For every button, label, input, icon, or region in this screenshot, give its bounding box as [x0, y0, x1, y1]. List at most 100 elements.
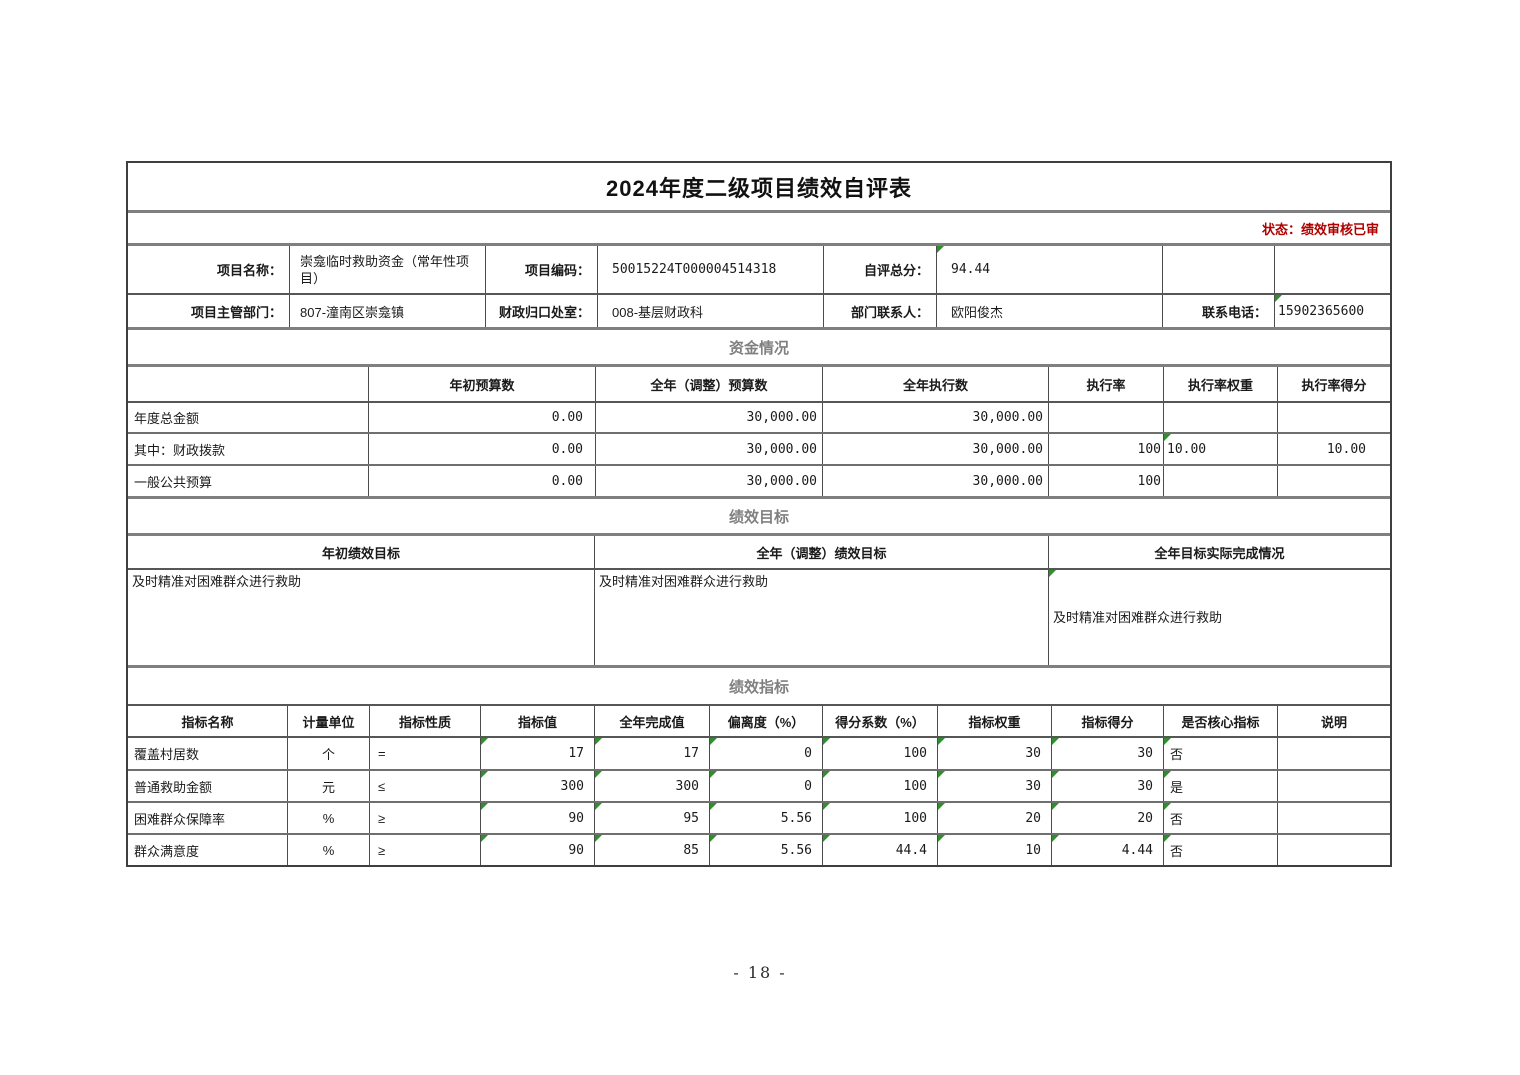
funding-cell: 10.00 — [1277, 434, 1390, 464]
funding-cell — [1163, 403, 1277, 432]
funding-cell: 10.00 — [1163, 434, 1277, 464]
indicator-cell: 元 — [287, 771, 369, 801]
indicator-data-row: 群众满意度% ≥90 85 5.56 44.4 10 4.44 否 — [128, 835, 1390, 865]
funding-header-cell: 年初预算数 — [368, 367, 595, 401]
indicator-header-cell: 全年完成值 — [594, 706, 709, 736]
indicator-cell: 90 — [480, 835, 594, 865]
funding-data-row: 年度总金额 0.00 30,000.00 30,000.00 — [128, 403, 1390, 434]
indicator-cell: 85 — [594, 835, 709, 865]
funding-cell: 30,000.00 — [822, 466, 1048, 496]
goal-adjusted: 及时精准对困难群众进行救助 — [594, 570, 1048, 665]
indicator-header-cell: 指标性质 — [369, 706, 480, 736]
evaluation-sheet: 2024年度二级项目绩效自评表 状态：绩效审核已审 项目名称： 崇龛临时救助资金… — [126, 161, 1392, 867]
project-code-label: 项目编码： — [485, 246, 597, 293]
funding-row-label: 一般公共预算 — [134, 474, 213, 490]
indicator-cell: = — [369, 738, 480, 769]
funding-data-row: 一般公共预算 0.00 30,000.00 30,000.00 100 — [128, 466, 1390, 499]
indicator-cell: 100 — [822, 771, 937, 801]
indicator-cell: % — [287, 803, 369, 833]
indicator-cell: 44.4 — [822, 835, 937, 865]
indicator-cell: 17 — [480, 738, 594, 769]
indicator-cell: 困难群众保障率 — [134, 811, 226, 827]
status-badge: 状态：绩效审核已审 — [128, 213, 1390, 246]
funding-cell: 0.00 — [368, 466, 595, 496]
contact-value: 欧阳俊杰 — [936, 295, 1162, 327]
indicator-cell: % — [287, 835, 369, 865]
indicator-cell: 群众满意度 — [134, 843, 200, 859]
goal-actual: 及时精准对困难群众进行救助 — [1048, 570, 1390, 665]
funding-cell: 100 — [1048, 466, 1163, 496]
dept-label: 项目主管部门： — [190, 304, 282, 320]
funding-header-cell: 执行率得分 — [1277, 367, 1390, 401]
indicator-cell: 否 — [1163, 835, 1277, 865]
project-name-label: 项目名称： — [216, 263, 282, 278]
funding-section-title: 资金情况 — [128, 330, 1390, 367]
indicator-header-cell: 计量单位 — [287, 706, 369, 736]
dept-value: 807-潼南区崇龛镇 — [289, 295, 485, 327]
indicator-data-row: 覆盖村居数个 = 17 17 0 100 30 30 否 — [128, 738, 1390, 771]
funding-row-label: 年度总金额 — [134, 411, 200, 426]
indicator-cell: 否 — [1163, 738, 1277, 769]
indicators-section-title: 绩效指标 — [128, 668, 1390, 706]
indicator-cell — [1277, 803, 1390, 833]
indicator-cell: 10 — [937, 835, 1051, 865]
funding-row-label: 其中：财政拨款 — [134, 442, 226, 458]
project-name-value: 崇龛临时救助资金（常年性项目） — [289, 246, 485, 293]
indicator-cell: 20 — [937, 803, 1051, 833]
indicator-cell: 100 — [822, 738, 937, 769]
funding-cell — [1048, 403, 1163, 432]
indicator-cell: 30 — [937, 771, 1051, 801]
indicator-cell: 否 — [1163, 803, 1277, 833]
info-row-1: 项目名称： 崇龛临时救助资金（常年性项目） 项目编码： 50015224T000… — [128, 246, 1390, 295]
indicator-header-cell: 指标名称 — [181, 714, 234, 730]
indicator-cell: ≤ — [369, 771, 480, 801]
indicator-cell: ≥ — [369, 835, 480, 865]
funding-cell: 0.00 — [368, 403, 595, 432]
indicator-cell: 4.44 — [1051, 835, 1163, 865]
funding-header-row: 年初预算数 全年（调整）预算数 全年执行数 执行率 执行率权重 执行率得分 — [128, 367, 1390, 403]
page-number: - 18 - — [733, 963, 787, 982]
indicator-cell: 5.56 — [709, 835, 822, 865]
finance-office-label: 财政归口处室： — [485, 295, 597, 327]
project-code-value: 50015224T000004514318 — [597, 246, 823, 293]
indicator-cell: 是 — [1163, 771, 1277, 801]
funding-header-cell: 全年（调整）预算数 — [595, 367, 822, 401]
funding-cell: 30,000.00 — [595, 434, 822, 464]
indicator-cell — [1277, 738, 1390, 769]
indicator-cell — [1277, 771, 1390, 801]
indicator-cell: 17 — [594, 738, 709, 769]
phone-label: 联系电话： — [1162, 295, 1274, 327]
goals-header-cell: 年初绩效目标 — [321, 545, 400, 561]
indicator-cell: 20 — [1051, 803, 1163, 833]
self-score-label: 自评总分： — [823, 246, 936, 293]
indicator-data-row: 普通救助金额元 ≤300 300 0 100 30 30 是 — [128, 771, 1390, 803]
funding-cell: 30,000.00 — [822, 434, 1048, 464]
page-title: 2024年度二级项目绩效自评表 — [128, 163, 1390, 213]
funding-cell: 0.00 — [368, 434, 595, 464]
funding-cell: 30,000.00 — [595, 466, 822, 496]
indicator-data-row: 困难群众保障率% ≥90 95 5.56 100 20 20 否 — [128, 803, 1390, 835]
indicator-header-cell: 偏离度（%） — [709, 706, 822, 736]
empty-cell — [1162, 246, 1274, 293]
funding-cell — [1277, 403, 1390, 432]
goals-content-row: 及时精准对困难群众进行救助 及时精准对困难群众进行救助 及时精准对困难群众进行救… — [128, 570, 1390, 668]
indicator-cell: 30 — [1051, 738, 1163, 769]
indicator-cell: 5.56 — [709, 803, 822, 833]
indicator-cell — [1277, 835, 1390, 865]
indicator-cell: 95 — [594, 803, 709, 833]
funding-cell — [1277, 466, 1390, 496]
indicator-cell: 30 — [1051, 771, 1163, 801]
phone-value: 15902365600 — [1274, 295, 1390, 327]
funding-header-cell: 执行率权重 — [1163, 367, 1277, 401]
empty-cell — [1274, 246, 1390, 293]
contact-label: 部门联系人： — [823, 295, 936, 327]
indicator-header-cell: 指标权重 — [937, 706, 1051, 736]
indicator-cell: 100 — [822, 803, 937, 833]
goals-header-cell: 全年（调整）绩效目标 — [594, 536, 1048, 568]
self-score-value: 94.44 — [936, 246, 1162, 293]
indicator-cell: ≥ — [369, 803, 480, 833]
goal-initial: 及时精准对困难群众进行救助 — [132, 574, 302, 589]
indicator-cell: 个 — [287, 738, 369, 769]
indicator-header-cell: 指标值 — [480, 706, 594, 736]
funding-cell: 30,000.00 — [822, 403, 1048, 432]
